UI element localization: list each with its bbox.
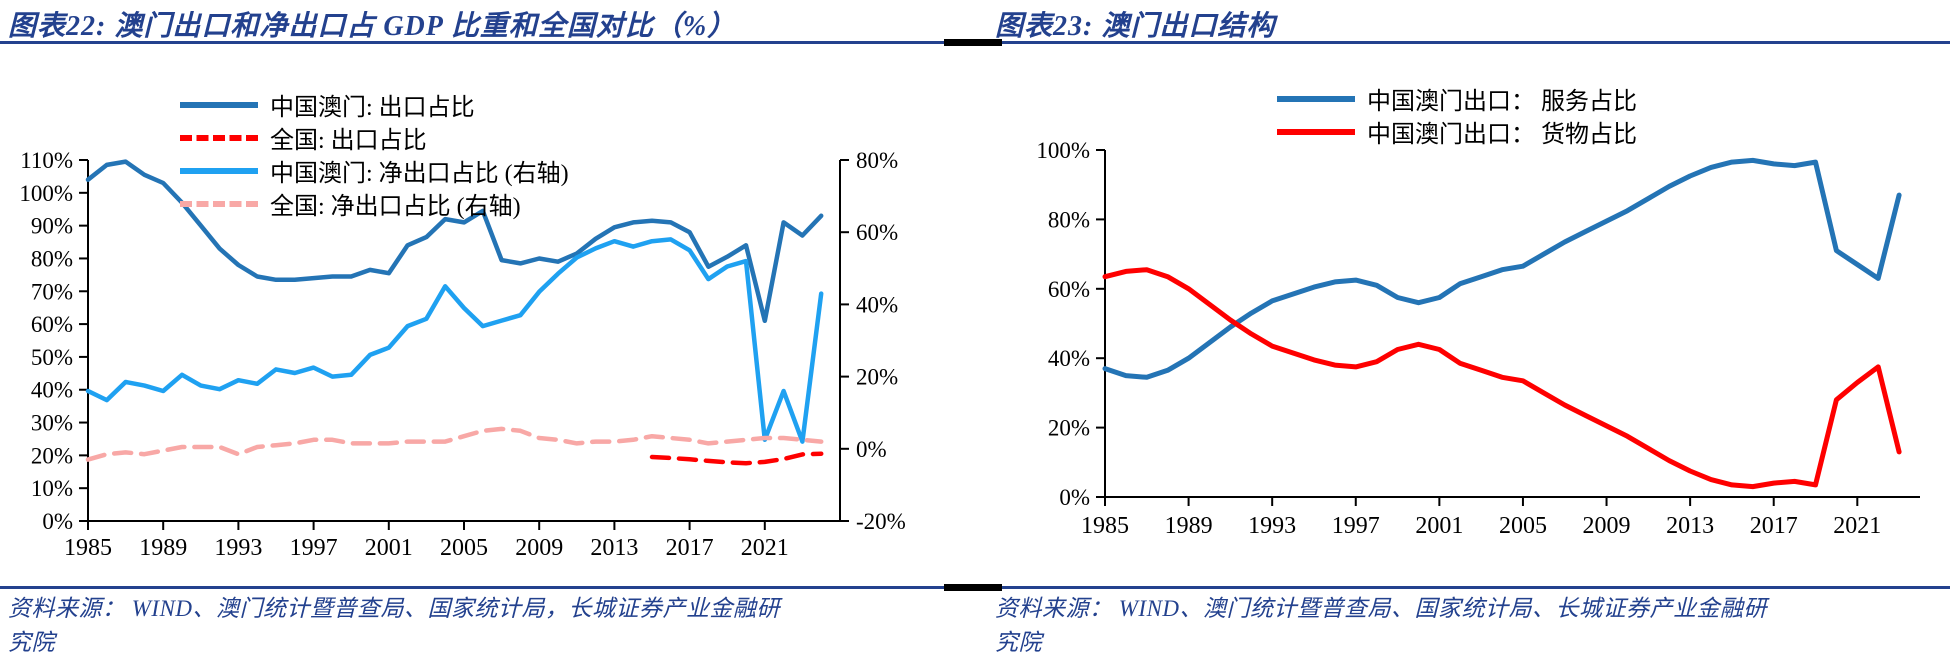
legend-label-national-export: 全国: 出口占比 <box>270 128 427 154</box>
x-axis-tick-label: 2001 <box>365 535 413 561</box>
y-axis-left-tick-label: 90% <box>31 214 73 239</box>
y-axis-left-tick-label: 70% <box>31 279 73 304</box>
x-axis-tick-label: 2013 <box>590 535 638 561</box>
x-axis-tick-label: 2005 <box>1499 513 1547 539</box>
legend-line-swatch-goods-share <box>1277 128 1355 135</box>
x-axis-tick-label: 2009 <box>1583 513 1631 539</box>
y-axis-left-tick-label: 60% <box>1048 277 1090 302</box>
x-axis-tick-label: 1993 <box>1248 513 1296 539</box>
y-axis-left-tick-label: 100% <box>19 181 73 206</box>
figure-22-panel: 图表22: 澳门出口和净出口占 GDP 比重和全国对比（%） 0% 10% 20% 3… <box>0 11 975 655</box>
series-line-0 <box>1102 157 1902 380</box>
x-axis-tick-label: 2017 <box>666 535 714 561</box>
y-axis-right-tick-label: 40% <box>856 292 898 317</box>
figure-23-legend: 中国澳门出口： 服务占比 中国澳门出口： 货物占比 <box>1277 82 1637 148</box>
legend-item-national-export: 全国: 出口占比 <box>180 121 569 154</box>
x-axis-tick-label: 2017 <box>1750 513 1798 539</box>
x-axis-tick-label: 2005 <box>440 535 488 561</box>
x-axis-tick-label: 1985 <box>1081 513 1129 539</box>
y-axis-right-tick-label: 60% <box>856 220 898 245</box>
y-axis-right-tick-label: 0% <box>856 437 887 462</box>
series-line-2 <box>85 237 824 444</box>
legend-item-macau-net-export: 中国澳门: 净出口占比 (右轴) <box>180 154 569 187</box>
figure-23-chart-canvas: 0% 20% 40% 60% 80% 100% 1985 1989 1993 1997 2001 20… <box>1036 138 1920 539</box>
series-line-0 <box>85 159 824 324</box>
y-axis-left-tick-label: 50% <box>31 345 73 370</box>
y-axis-left-tick-label: 30% <box>31 411 73 436</box>
legend-item-goods-share: 中国澳门出口： 货物占比 <box>1277 115 1637 148</box>
legend-label-macau-export: 中国澳门: 出口占比 <box>270 95 475 121</box>
legend-label-macau-net-export: 中国澳门: 净出口占比 (右轴) <box>270 161 569 187</box>
y-axis-left-tick-label: 100% <box>1036 138 1090 163</box>
series-line-3 <box>85 426 824 462</box>
y-axis-right-tick-label: 20% <box>856 365 898 390</box>
figure-23-footer-rule <box>975 586 1950 589</box>
legend-label-services-share: 中国澳门出口： 服务占比 <box>1367 89 1637 115</box>
figure-23-title-rule <box>975 41 1950 44</box>
legend-line-swatch-macau-net-export <box>180 167 258 174</box>
figure-23-source: 资料来源： WIND、澳门统计暨普查局、国家统计局、长城证券产业金融研究院 <box>995 596 1768 655</box>
y-axis-left-tick-label: 110% <box>20 148 73 173</box>
x-axis-tick-label: 2021 <box>741 535 789 561</box>
figure-22-legend: 中国澳门: 出口占比 全国: 出口占比 中国澳门: 净出口占比 (右轴) 全国:… <box>180 88 569 220</box>
footer-rule-divider-segment <box>944 584 1002 591</box>
y-axis-left-tick-label: 40% <box>1048 346 1090 371</box>
series-line-1 <box>1102 267 1902 490</box>
y-axis-left-tick-label: 60% <box>31 312 73 337</box>
y-axis-left-tick-label: 20% <box>31 443 73 468</box>
x-axis-tick-label: 1997 <box>1332 513 1380 539</box>
series-line-1 <box>649 451 824 466</box>
legend-line-swatch-national-net-export <box>180 200 258 207</box>
legend-item-national-net-export: 全国: 净出口占比 (右轴) <box>180 187 569 220</box>
x-axis-tick-label: 2021 <box>1833 513 1881 539</box>
legend-line-swatch-national-export <box>180 134 258 141</box>
y-axis-left-tick-label: 0% <box>1059 485 1090 510</box>
legend-line-swatch-macau-export <box>180 101 258 108</box>
y-axis-right-tick-label: 80% <box>856 148 898 173</box>
x-axis-tick-label: 2013 <box>1666 513 1714 539</box>
x-axis-tick-label: 1993 <box>214 535 262 561</box>
y-axis-left-tick-label: 0% <box>42 509 73 534</box>
figure-22-source: 资料来源： WIND、澳门统计暨普查局、国家统计局，长城证券产业金融研究院 <box>8 596 781 655</box>
legend-label-goods-share: 中国澳门出口： 货物占比 <box>1367 122 1637 148</box>
x-axis-tick-label: 1985 <box>64 535 112 561</box>
legend-item-services-share: 中国澳门出口： 服务占比 <box>1277 82 1637 115</box>
y-axis-left-tick-label: 40% <box>31 378 73 403</box>
figure-23-title: 图表23: 澳门出口结构 <box>995 11 1276 42</box>
title-rule-divider-segment <box>944 39 1002 46</box>
figure-22-title-rule <box>0 41 975 44</box>
legend-line-swatch-services-share <box>1277 95 1355 102</box>
legend-label-national-net-export: 全国: 净出口占比 (右轴) <box>270 194 521 220</box>
y-axis-left-tick-label: 80% <box>1048 207 1090 232</box>
y-axis-left-tick-label: 20% <box>1048 416 1090 441</box>
y-axis-left-tick-label: 10% <box>31 476 73 501</box>
y-axis-left-tick-label: 80% <box>31 246 73 271</box>
figure-22-chart-canvas: 0% 10% 20% 30% 40% 50% 60% 70% 80% 90% 100% 110% -20… <box>19 148 906 561</box>
figure-23-panel: 图表23: 澳门出口结构 0% 20% 40% 60% 80% 100% 1985 1989 1… <box>975 0 1950 666</box>
figure-22-footer-rule <box>0 586 975 589</box>
legend-item-macau-export: 中国澳门: 出口占比 <box>180 88 569 121</box>
y-axis-right-tick-label: -20% <box>856 509 906 534</box>
x-axis-tick-label: 2001 <box>1415 513 1463 539</box>
figure-22-title: 图表22: 澳门出口和净出口占 GDP 比重和全国对比（%） <box>8 11 737 42</box>
x-axis-tick-label: 1989 <box>139 535 187 561</box>
x-axis-tick-label: 2009 <box>515 535 563 561</box>
x-axis-tick-label: 1997 <box>290 535 338 561</box>
x-axis-tick-label: 1989 <box>1165 513 1213 539</box>
